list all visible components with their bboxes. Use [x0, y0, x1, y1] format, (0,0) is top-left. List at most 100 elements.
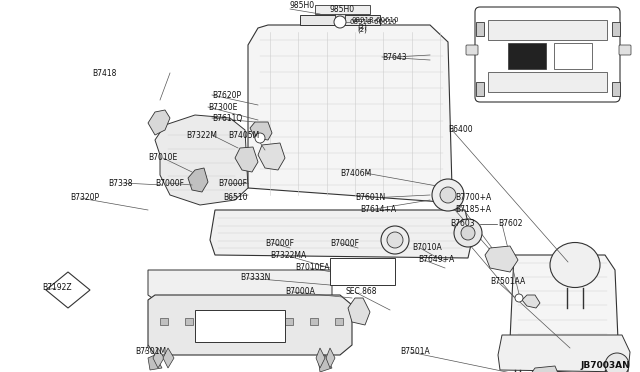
Circle shape: [605, 353, 629, 372]
Polygon shape: [310, 318, 318, 325]
Text: B7185+A: B7185+A: [455, 205, 491, 215]
Text: B7406M: B7406M: [340, 169, 371, 177]
Ellipse shape: [550, 243, 600, 288]
Text: (2): (2): [357, 27, 367, 33]
Text: B7010EA: B7010EA: [295, 263, 330, 273]
Polygon shape: [148, 110, 170, 135]
Polygon shape: [522, 295, 540, 308]
Text: B7320P: B7320P: [70, 193, 99, 202]
Text: B7601N: B7601N: [355, 193, 385, 202]
Text: B7300E: B7300E: [208, 103, 237, 112]
Text: (2): (2): [357, 24, 367, 30]
Polygon shape: [335, 12, 345, 22]
Text: B7333N: B7333N: [240, 273, 270, 282]
Circle shape: [334, 16, 346, 28]
Text: JB7003AN: JB7003AN: [580, 360, 630, 369]
Text: B7643: B7643: [382, 52, 406, 61]
Text: B7603: B7603: [450, 219, 475, 228]
Bar: [612, 82, 620, 96]
Polygon shape: [235, 147, 258, 172]
Polygon shape: [335, 318, 343, 325]
Text: B7000F: B7000F: [155, 179, 184, 187]
Text: B7501AA: B7501AA: [490, 278, 525, 286]
Polygon shape: [235, 318, 243, 325]
FancyBboxPatch shape: [475, 7, 620, 102]
Polygon shape: [300, 15, 380, 25]
Circle shape: [515, 294, 523, 302]
Polygon shape: [148, 270, 332, 300]
Polygon shape: [148, 355, 162, 370]
Text: B7405M: B7405M: [228, 131, 259, 140]
Circle shape: [255, 133, 265, 143]
Text: B7602: B7602: [498, 219, 522, 228]
Bar: [508, 43, 546, 69]
Text: B6510: B6510: [223, 193, 248, 202]
Text: (98856): (98856): [226, 329, 254, 335]
Text: B7000F: B7000F: [218, 179, 247, 187]
Text: B7000A: B7000A: [285, 288, 315, 296]
Polygon shape: [498, 335, 630, 372]
Bar: [195, 310, 285, 342]
Bar: [612, 22, 620, 36]
Text: SEC.868: SEC.868: [345, 288, 376, 296]
Text: 985H0: 985H0: [290, 1, 315, 10]
Polygon shape: [148, 295, 352, 355]
Bar: [554, 43, 592, 69]
Polygon shape: [316, 348, 325, 368]
Polygon shape: [510, 255, 618, 372]
Polygon shape: [46, 272, 90, 308]
Polygon shape: [153, 348, 164, 368]
Polygon shape: [326, 348, 335, 368]
Text: B7649+A: B7649+A: [418, 256, 454, 264]
Polygon shape: [155, 115, 248, 205]
Text: SEC.253: SEC.253: [224, 317, 256, 326]
Text: 08918-60610: 08918-60610: [352, 17, 399, 23]
Text: B7010E: B7010E: [148, 154, 177, 163]
Text: B7338: B7338: [108, 179, 132, 187]
Circle shape: [387, 232, 403, 248]
Polygon shape: [210, 210, 472, 258]
Text: 985H0: 985H0: [330, 4, 355, 13]
Polygon shape: [185, 318, 193, 325]
Bar: [488, 72, 607, 92]
Text: B7000F: B7000F: [265, 238, 294, 247]
Polygon shape: [530, 366, 560, 372]
Text: B6400: B6400: [448, 125, 472, 135]
Polygon shape: [188, 168, 208, 192]
Text: B7322MA: B7322MA: [270, 250, 307, 260]
Circle shape: [440, 187, 456, 203]
Text: B7620P: B7620P: [212, 90, 241, 99]
Circle shape: [461, 226, 475, 240]
Polygon shape: [210, 318, 218, 325]
Bar: [476, 22, 484, 36]
Polygon shape: [330, 258, 395, 285]
Text: B7322M: B7322M: [186, 131, 217, 140]
Polygon shape: [260, 318, 268, 325]
Text: B7611Q: B7611Q: [212, 113, 243, 122]
Polygon shape: [160, 318, 168, 325]
Polygon shape: [315, 5, 370, 14]
Polygon shape: [163, 348, 174, 368]
Text: N: N: [338, 19, 342, 25]
Polygon shape: [258, 143, 285, 170]
Polygon shape: [318, 355, 332, 372]
Bar: [488, 20, 607, 40]
Text: B7501A: B7501A: [400, 347, 429, 356]
Polygon shape: [485, 246, 518, 272]
Text: B7192Z: B7192Z: [42, 283, 72, 292]
Text: 08918-60610: 08918-60610: [350, 19, 397, 25]
FancyBboxPatch shape: [619, 45, 631, 55]
Text: B7614+A: B7614+A: [360, 205, 396, 214]
Text: B7700+A: B7700+A: [455, 193, 492, 202]
Polygon shape: [285, 318, 293, 325]
Polygon shape: [248, 25, 452, 202]
Text: B7418: B7418: [92, 68, 116, 77]
Text: B7010A: B7010A: [412, 244, 442, 253]
Text: B7000F: B7000F: [330, 238, 359, 247]
Polygon shape: [348, 298, 370, 325]
Polygon shape: [250, 122, 272, 140]
Circle shape: [381, 226, 409, 254]
Bar: [476, 82, 484, 96]
Text: B7301M: B7301M: [135, 347, 166, 356]
Circle shape: [432, 179, 464, 211]
